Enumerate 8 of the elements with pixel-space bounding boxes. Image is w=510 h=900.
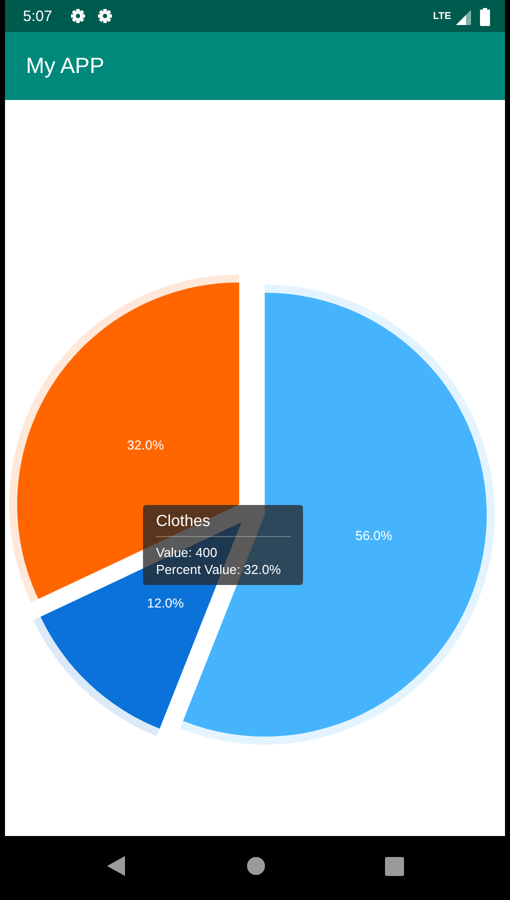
chart-title: My APP [26, 53, 104, 78]
data-label: 56.0% [355, 528, 393, 543]
data-label: 32.0% [127, 438, 164, 453]
text: 5:07 [23, 8, 52, 25]
tooltip-panel: Clothes Value: 400 Percent Value: 32.0% [143, 505, 303, 585]
text: LTE [433, 11, 452, 22]
slice-label: Clothes [156, 513, 210, 531]
data-label: 12.0% [146, 596, 184, 611]
